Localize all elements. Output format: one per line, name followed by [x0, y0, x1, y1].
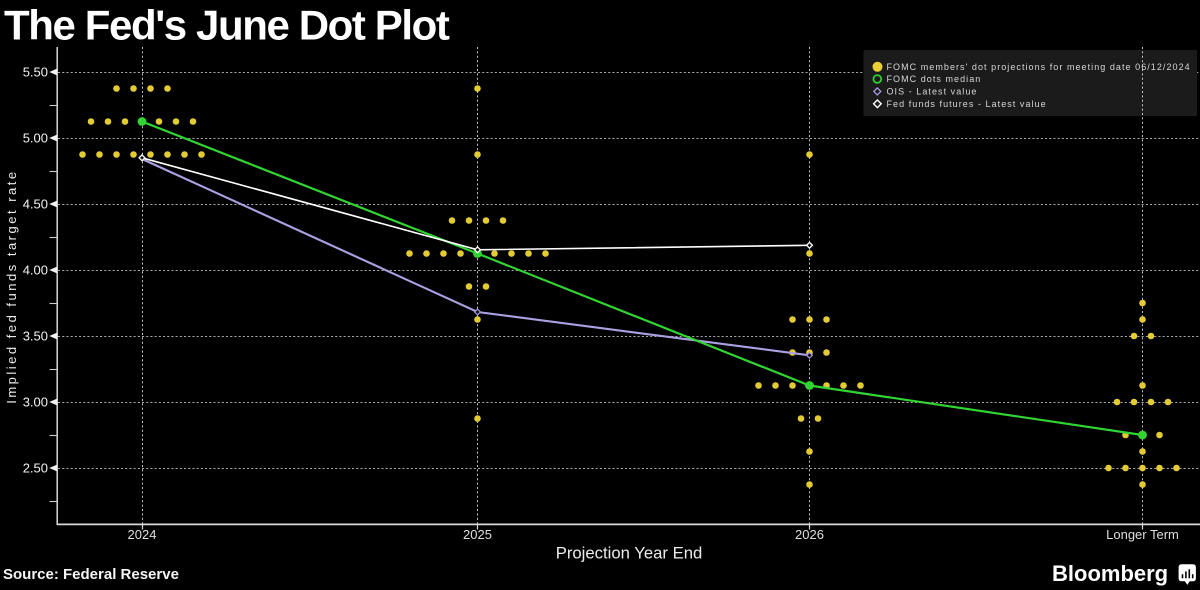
svg-text:FOMC dots median: FOMC dots median — [887, 74, 982, 84]
svg-text:OIS - Latest value: OIS - Latest value — [887, 87, 978, 97]
svg-text:3.50: 3.50 — [23, 329, 48, 344]
svg-text:2026: 2026 — [795, 527, 824, 542]
svg-text:5.50: 5.50 — [23, 65, 48, 80]
svg-text:2024: 2024 — [128, 527, 157, 542]
svg-text:The Fed's June Dot Plot: The Fed's June Dot Plot — [4, 2, 450, 49]
svg-text:3.00: 3.00 — [23, 395, 48, 410]
svg-text:Source: Federal Reserve: Source: Federal Reserve — [3, 566, 179, 583]
svg-text:2.50: 2.50 — [23, 461, 48, 476]
svg-text:4.00: 4.00 — [23, 263, 48, 278]
svg-text:Bloomberg: Bloomberg — [1052, 561, 1168, 586]
svg-text:Projection Year End: Projection Year End — [556, 544, 703, 563]
svg-text:Implied fed funds target rate: Implied fed funds target rate — [4, 169, 19, 403]
svg-text:Fed funds futures - Latest val: Fed funds futures - Latest value — [887, 99, 1047, 109]
svg-text:2025: 2025 — [463, 527, 492, 542]
svg-text:FOMC members' dot projections: FOMC members' dot projections for meetin… — [887, 62, 1191, 72]
svg-text:Longer Term: Longer Term — [1106, 527, 1179, 542]
svg-text:4.50: 4.50 — [23, 197, 48, 212]
svg-text:5.00: 5.00 — [23, 131, 48, 146]
